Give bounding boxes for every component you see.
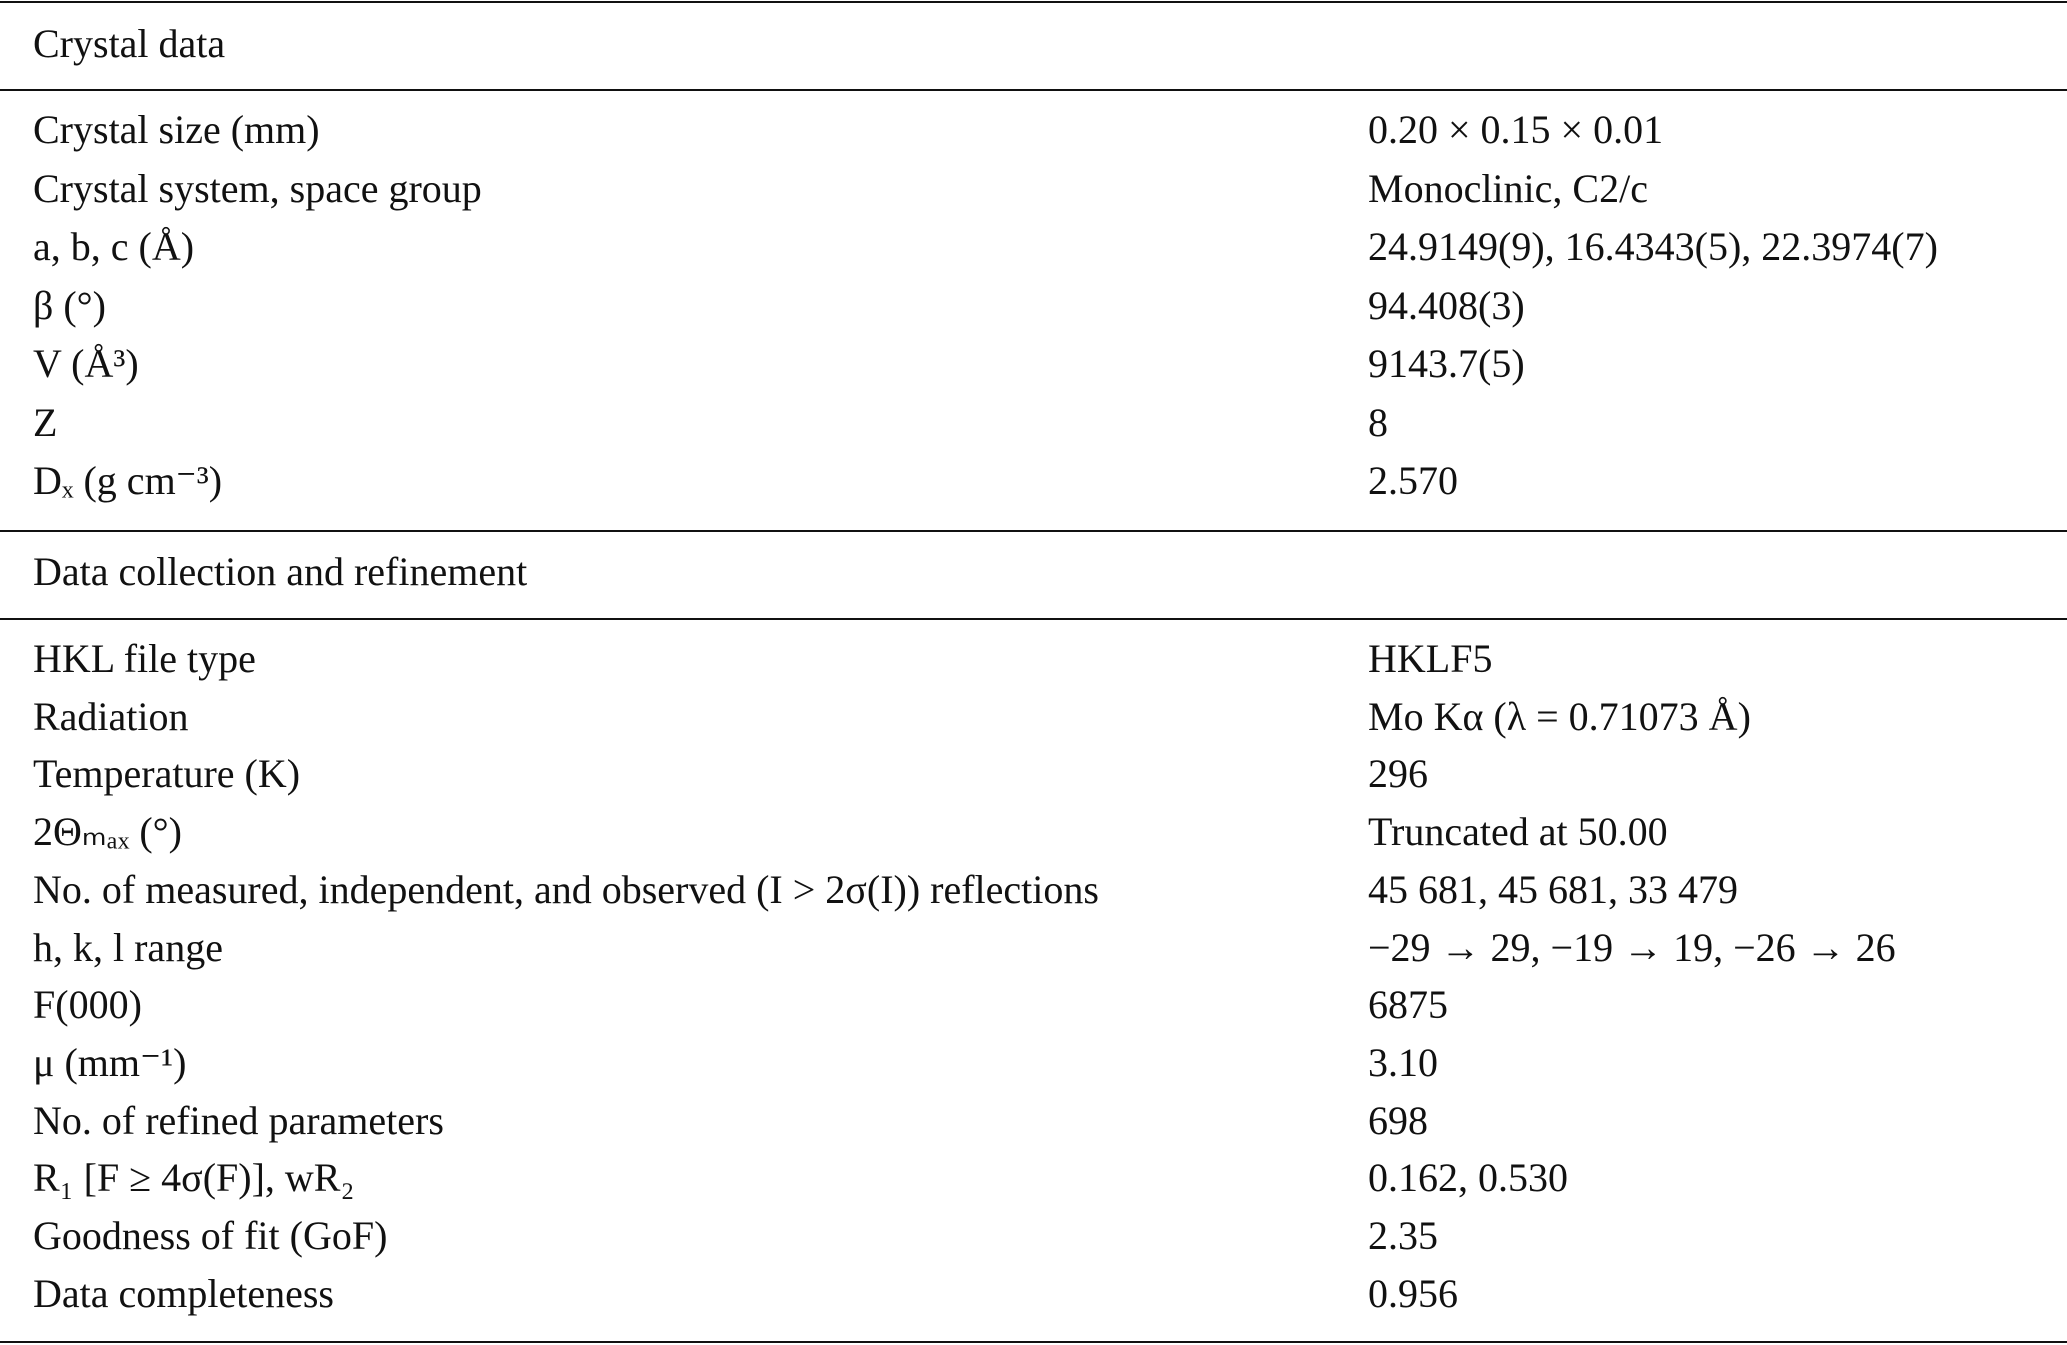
rule <box>0 530 2067 532</box>
row-value: 2.570 <box>1368 458 1458 503</box>
row-label: Crystal size (mm) <box>33 107 320 152</box>
row-value: 94.408(3) <box>1368 282 1525 328</box>
row-value: 6875 <box>1368 982 1448 1028</box>
rule <box>0 618 2067 620</box>
row-value: −29 → 29, −19 → 19, −26 → 26 <box>1368 924 1896 970</box>
row-value: 296 <box>1368 751 1428 797</box>
row-label: V (Å³) <box>33 341 139 386</box>
row-value: 8 <box>1368 399 1388 445</box>
row-label: Crystal system, space group <box>33 165 482 211</box>
row-value: 0.162, 0.530 <box>1368 1155 1568 1201</box>
row-value: 9143.7(5) <box>1368 341 1525 386</box>
row-label: Dₓ (g cm⁻³) <box>33 458 223 503</box>
row-label: F(000) <box>33 982 142 1028</box>
row-value: 24.9149(9), 16.4343(5), 22.3974(7) <box>1368 224 1938 269</box>
row-label: R₁ [F ≥ 4σ(F)], wR₂ <box>33 1155 355 1201</box>
row-label: No. of refined parameters <box>33 1097 444 1143</box>
row-label: β (°) <box>33 282 106 328</box>
row-value: Truncated at 50.00 <box>1368 809 1668 855</box>
row-value: Mo Kα (λ = 0.71073 Å) <box>1368 693 1751 739</box>
row-value: 0.956 <box>1368 1270 1458 1316</box>
row-value: 3.10 <box>1368 1039 1438 1085</box>
section-title: Data collection and refinement <box>33 549 528 594</box>
row-label: μ (mm⁻¹) <box>33 1039 187 1085</box>
section-title: Crystal data <box>33 21 226 66</box>
row-label: Radiation <box>33 693 189 739</box>
row-label: HKL file type <box>33 636 256 681</box>
row-label: Goodness of fit (GoF) <box>33 1213 388 1258</box>
row-value: 698 <box>1368 1097 1428 1143</box>
row-label: h, k, l range <box>33 924 223 970</box>
row-label: a, b, c (Å) <box>33 224 195 269</box>
rule <box>0 1 2067 3</box>
row-value: 2.35 <box>1368 1213 1438 1258</box>
rule <box>0 1341 2067 1343</box>
row-label: Data completeness <box>33 1270 334 1316</box>
row-value: 45 681, 45 681, 33 479 <box>1368 866 1738 912</box>
row-value: HKLF5 <box>1368 636 1493 681</box>
row-label: No. of measured, independent, and observ… <box>33 866 1099 912</box>
row-label: Z <box>33 399 58 445</box>
row-label: 2Θₘₐₓ (°) <box>33 809 182 855</box>
row-value: Monoclinic, C2/c <box>1368 165 1648 211</box>
rule <box>0 89 2067 91</box>
row-value: 0.20 × 0.15 × 0.01 <box>1368 107 1664 152</box>
row-label: Temperature (K) <box>33 751 301 797</box>
